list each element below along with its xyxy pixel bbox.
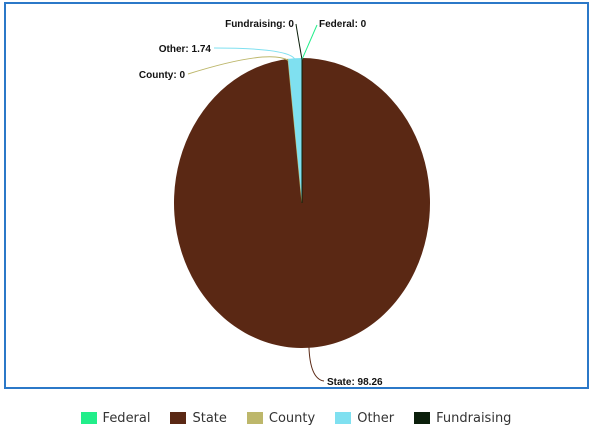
legend-item-county[interactable]: County [246,410,316,426]
slice-label-fundraising: Fundraising: 0 [225,19,294,30]
slice-label-federal: Federal: 0 [319,19,367,30]
connector-state [308,346,325,382]
chart-frame: Federal: 0 State: 98.26 County: 0 Other: 1.… [4,2,589,389]
legend-item-other[interactable]: Other [335,411,394,426]
legend-item-fundraising[interactable]: Fundraising [414,411,511,426]
slice-label-county: County: 0 [139,70,186,81]
connector-fundraising [295,23,303,60]
connector-county [187,56,289,75]
legend-swatch-county [246,412,263,424]
legend-label-county: County [268,410,316,426]
pie-chart: Federal: 0 State: 98.26 County: 0 Other: 1.… [139,19,431,387]
legend-label-other: Other [357,410,395,426]
connector-other [213,47,296,60]
pie-slice-other[interactable] [288,58,302,203]
slice-label-state: State: 98.26 [327,377,383,387]
legend-item-state[interactable]: State [170,410,227,426]
legend-label-federal: Federal [102,410,151,426]
legend-item-federal[interactable]: Federal [80,410,151,426]
slice-labels: Federal: 0 State: 98.26 County: 0 Other: 1.… [139,19,383,387]
label-connectors [187,23,325,382]
legend-swatch-federal [80,412,97,424]
legend-swatch-other [335,412,352,424]
slice-label-other: Other: 1.74 [159,44,212,55]
pie-slice-state[interactable] [174,58,431,349]
legend-swatch-fundraising [414,412,431,424]
connector-federal [301,24,318,60]
legend-label-fundraising: Fundraising [436,410,512,426]
legend-swatch-state [170,412,187,424]
pie-slices [174,58,431,349]
legend: Federal State County Other Fundraising [0,410,592,426]
legend-label-state: State [192,410,227,426]
